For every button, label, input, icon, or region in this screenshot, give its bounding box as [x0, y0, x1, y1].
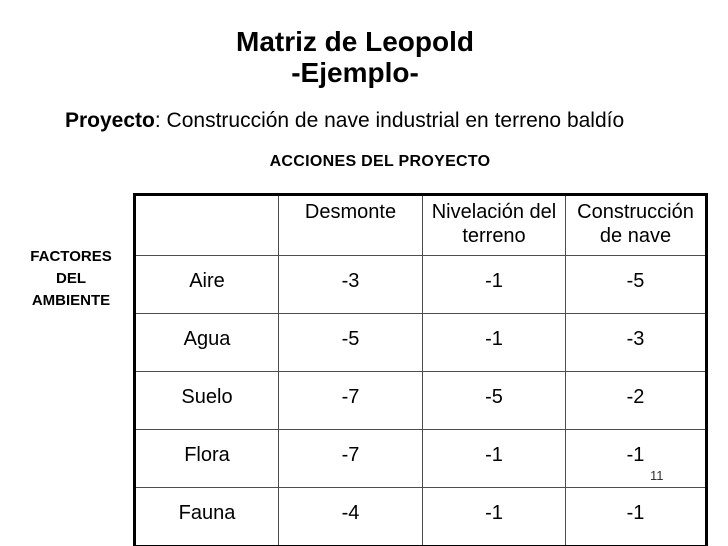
leopold-matrix-table: Desmonte Nivelación del terreno Construc…	[133, 193, 708, 546]
corner-cell	[134, 194, 279, 256]
column-header-desmonte: Desmonte	[278, 194, 423, 256]
row-factor-label: Agua	[134, 313, 279, 372]
impact-value-cell: -1	[422, 429, 566, 488]
table-row-fauna: Fauna -4 -1 -1	[134, 487, 707, 546]
project-label: Proyecto	[65, 109, 155, 132]
impact-value-cell: -4	[278, 487, 423, 546]
page-number: 11	[650, 468, 664, 483]
impact-value-cell: -1	[565, 487, 707, 546]
row-factor-label: Fauna	[134, 487, 279, 546]
impact-value-cell: -1	[565, 429, 707, 488]
column-header-nivelacion: Nivelación del terreno	[422, 194, 566, 256]
table-row-aire: Aire -3 -1 -5	[134, 255, 707, 314]
impact-value-cell: -1	[422, 255, 566, 314]
impact-value-cell: -1	[422, 487, 566, 546]
impact-value-cell: -7	[278, 371, 423, 430]
column-header-construccion: Construcción de nave	[565, 194, 707, 256]
actions-header: ACCIONES DEL PROYECTO	[269, 153, 491, 170]
factors-label: FACTORES DEL AMBIENTE	[14, 246, 128, 312]
factors-label-line-2: DEL	[56, 270, 86, 287]
factors-label-line-1: FACTORES	[30, 248, 112, 265]
table-header-row: Desmonte Nivelación del terreno Construc…	[134, 194, 707, 256]
impact-value-cell: -3	[565, 313, 707, 372]
impact-value-cell: -5	[422, 371, 566, 430]
impact-value-cell: -5	[565, 255, 707, 314]
impact-value-cell: -2	[565, 371, 707, 430]
title-line-2: -Ejemplo-	[291, 57, 419, 88]
table-row-flora: Flora -7 -1 -1	[134, 429, 707, 488]
row-factor-label: Suelo	[134, 371, 279, 430]
impact-value-cell: -3	[278, 255, 423, 314]
row-factor-label: Flora	[134, 429, 279, 488]
impact-value-cell: -7	[278, 429, 423, 488]
row-factor-label: Aire	[134, 255, 279, 314]
project-text: : Construcción de nave industrial en ter…	[154, 109, 625, 132]
table-row-agua: Agua -5 -1 -3	[134, 313, 707, 372]
project-line: Proyecto: Construcción de nave industria…	[65, 108, 624, 134]
title-line-1: Matriz de Leopold	[236, 26, 474, 57]
factors-label-line-3: AMBIENTE	[31, 292, 111, 309]
impact-value-cell: -1	[422, 313, 566, 372]
table-row-suelo: Suelo -7 -5 -2	[134, 371, 707, 430]
impact-value-cell: -5	[278, 313, 423, 372]
slide-title: Matriz de Leopold -Ejemplo-	[236, 26, 474, 88]
